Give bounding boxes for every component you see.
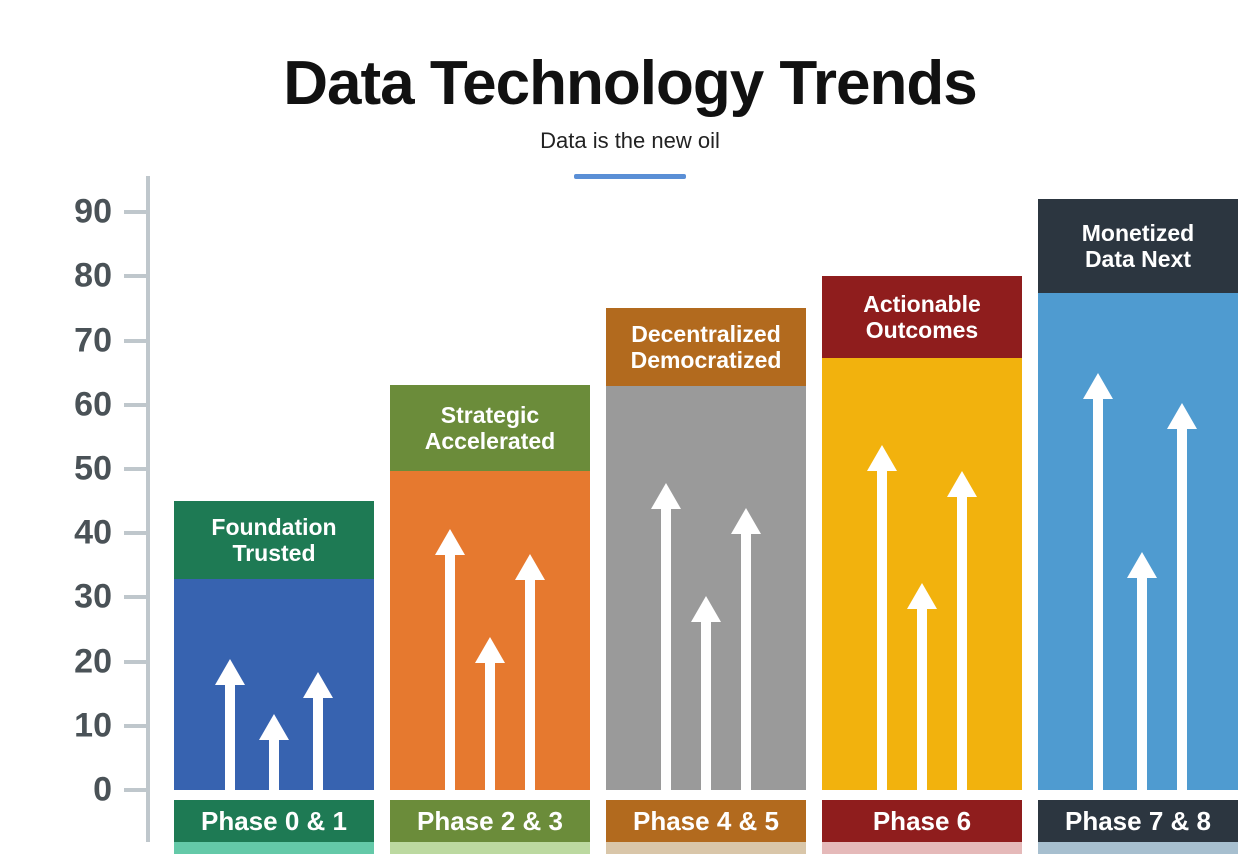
bar-cap-label: Foundation Trusted xyxy=(211,514,336,567)
phase-label: Phase 7 & 8 xyxy=(1038,800,1238,842)
bar-body xyxy=(822,358,1022,790)
bar-cap-label: Strategic Accelerated xyxy=(425,402,555,455)
chart-title: Data Technology Trends xyxy=(0,48,1260,119)
y-tick-label: 80 xyxy=(52,257,112,296)
bar: Strategic Accelerated xyxy=(390,385,590,790)
y-tick-label: 90 xyxy=(52,193,112,232)
up-arrow-icon xyxy=(435,529,465,790)
bar-cap: Actionable Outcomes xyxy=(822,276,1022,358)
up-arrow-icon xyxy=(867,445,897,790)
bar-cap: Foundation Trusted xyxy=(174,501,374,579)
phase-stripe xyxy=(606,842,806,854)
phase-stripe xyxy=(822,842,1022,854)
bar-cap-label: Monetized Data Next xyxy=(1082,220,1194,273)
y-tick-mark xyxy=(124,660,150,664)
bar: Foundation Trusted xyxy=(174,501,374,790)
y-tick-mark xyxy=(124,210,150,214)
phase-label-text: Phase 4 & 5 xyxy=(633,806,779,837)
y-tick-mark xyxy=(124,403,150,407)
up-arrow-icon xyxy=(259,714,289,790)
bar-body xyxy=(606,386,806,790)
y-tick-label: 70 xyxy=(52,321,112,360)
bar-cap-label: Decentralized Democratized xyxy=(631,321,782,374)
bar-cap-label: Actionable Outcomes xyxy=(863,291,981,344)
up-arrow-icon xyxy=(1127,552,1157,790)
y-tick-label: 0 xyxy=(52,771,112,810)
bar-cap: Strategic Accelerated xyxy=(390,385,590,471)
bar-body xyxy=(174,579,374,790)
phase-label: Phase 4 & 5 xyxy=(606,800,806,842)
up-arrow-icon xyxy=(515,554,545,790)
up-arrow-icon xyxy=(731,508,761,791)
y-tick-label: 60 xyxy=(52,385,112,424)
y-tick-mark xyxy=(124,724,150,728)
up-arrow-icon xyxy=(907,583,937,790)
bar-cap: Decentralized Democratized xyxy=(606,308,806,386)
bar-cap: Monetized Data Next xyxy=(1038,199,1238,293)
up-arrow-icon xyxy=(215,659,245,790)
up-arrow-icon xyxy=(651,483,681,790)
y-tick-mark xyxy=(124,788,150,792)
phase-label-text: Phase 0 & 1 xyxy=(201,806,347,837)
phase-label-text: Phase 2 & 3 xyxy=(417,806,563,837)
up-arrow-icon xyxy=(1083,373,1113,790)
phase-label-text: Phase 6 xyxy=(873,806,971,837)
y-tick-mark xyxy=(124,274,150,278)
y-tick-mark xyxy=(124,531,150,535)
x-axis-labels: Phase 0 & 1 Phase 2 & 3 Phase 4 & 5 Phase 6… xyxy=(170,800,1250,854)
y-axis: 0 10 20 30 40 50 60 70 80 90 xyxy=(30,150,150,850)
phase-label: Phase 0 & 1 xyxy=(174,800,374,842)
bar: Monetized Data Next xyxy=(1038,199,1238,790)
phase-stripe xyxy=(390,842,590,854)
bar: Actionable Outcomes xyxy=(822,276,1022,790)
y-tick-mark xyxy=(124,595,150,599)
y-tick-label: 40 xyxy=(52,514,112,553)
up-arrow-icon xyxy=(303,672,333,790)
up-arrow-icon xyxy=(475,637,505,790)
bar-body xyxy=(1038,293,1238,790)
bar-body xyxy=(390,471,590,790)
y-tick-label: 20 xyxy=(52,642,112,681)
up-arrow-icon xyxy=(947,471,977,790)
phase-label: Phase 2 & 3 xyxy=(390,800,590,842)
bar-chart: 0 10 20 30 40 50 60 70 80 90 Foundation Trusted St… xyxy=(30,150,1230,850)
y-tick-mark xyxy=(124,467,150,471)
y-tick-label: 10 xyxy=(52,706,112,745)
phase-stripe xyxy=(1038,842,1238,854)
y-tick-label: 50 xyxy=(52,449,112,488)
y-tick-mark xyxy=(124,339,150,343)
phase-stripe xyxy=(174,842,374,854)
up-arrow-icon xyxy=(1167,403,1197,790)
plot-area: Foundation Trusted Strategic Accelerated D… xyxy=(170,180,1250,790)
up-arrow-icon xyxy=(691,596,721,790)
bar: Decentralized Democratized xyxy=(606,308,806,790)
phase-label: Phase 6 xyxy=(822,800,1022,842)
phase-label-text: Phase 7 & 8 xyxy=(1065,806,1211,837)
y-tick-label: 30 xyxy=(52,578,112,617)
